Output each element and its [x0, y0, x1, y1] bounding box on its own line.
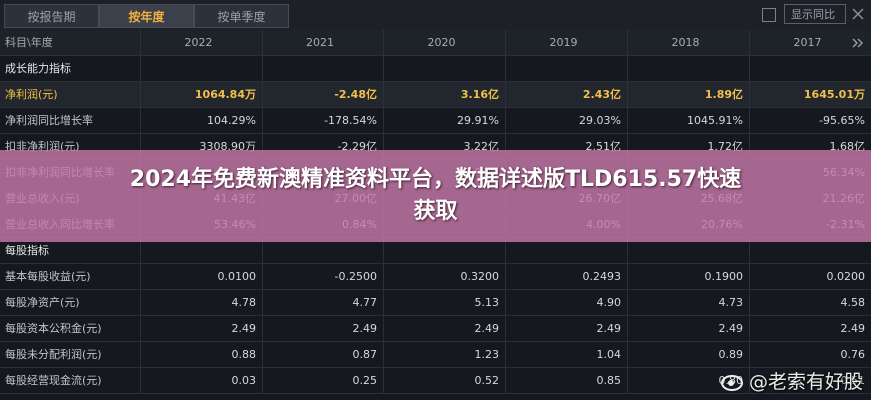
- row-label: 每股净资产(元): [5, 296, 80, 309]
- row-label: 成长能力指标: [5, 62, 71, 75]
- value-cell: 1.04: [505, 342, 627, 367]
- value-cell: 0.76: [749, 342, 871, 367]
- value-cell: 0.85: [505, 368, 627, 393]
- value-cell: 2.51亿: [505, 134, 627, 159]
- value-cell: 1064.84万: [140, 82, 262, 107]
- value-cell: 5.13: [383, 290, 505, 315]
- banner-text: 2024年免费新澳精准资料平台，数据详述版TLD615.57快速获取: [129, 167, 742, 224]
- section-row: 每股指标: [0, 238, 871, 264]
- weibo-logo: [720, 374, 743, 391]
- tab-bar: 显示同比 按报告期 按年度 按单季度: [0, 0, 871, 31]
- value-cell: 4.90: [505, 290, 627, 315]
- row-label: 扣非净利润(元): [5, 140, 80, 153]
- data-row: 每股未分配利润(元) 0.88 0.87 1.23 1.04 0.89 0.76: [0, 342, 871, 368]
- value-cell: -178.54%: [262, 108, 383, 133]
- watermark: @老索有好股: [720, 367, 863, 394]
- value-cell: 0.25: [262, 368, 383, 393]
- value-cell: 104.29%: [140, 108, 262, 133]
- data-row: 每股净资产(元) 4.78 4.77 5.13 4.90 4.73 4.58: [0, 290, 871, 316]
- watermark-text: @老索有好股: [748, 371, 863, 393]
- value-cell: 3.16亿: [383, 82, 505, 107]
- value-cell: -0.2500: [262, 264, 383, 289]
- empty-cell: [627, 56, 749, 81]
- data-row: 净利润(元) 1064.84万 -2.48亿 3.16亿 2.43亿 1.89亿 1645.…: [0, 82, 871, 108]
- value-cell: 0.51: [749, 368, 871, 393]
- value-cell: 1.23: [383, 342, 505, 367]
- empty-cell: [140, 56, 262, 81]
- value-cell: 4.58: [749, 290, 871, 315]
- value-cell: 2.49: [749, 316, 871, 341]
- tab[interactable]: 按年度: [99, 4, 194, 28]
- section-row: 成长能力指标: [0, 56, 871, 82]
- row-label: 每股资本公积金(元): [5, 322, 102, 335]
- empty-cell: [262, 238, 383, 263]
- value-cell: 2.49: [505, 316, 627, 341]
- value-cell: 2.43亿: [505, 82, 627, 107]
- row-label: 每股未分配利润(元): [5, 348, 102, 361]
- close-icon[interactable]: [850, 6, 866, 22]
- value-cell: 4.73: [627, 290, 749, 315]
- column-header: 2017: [749, 30, 871, 55]
- empty-cell: [749, 56, 871, 81]
- value-cell: 0.52: [383, 368, 505, 393]
- row-label: 净利润(元): [5, 88, 58, 101]
- value-cell: 0.0100: [140, 264, 262, 289]
- value-cell: 0.89: [627, 342, 749, 367]
- value-cell: 0.88: [140, 342, 262, 367]
- value-cell: 4.78: [140, 290, 262, 315]
- value-cell: 2.49: [383, 316, 505, 341]
- value-cell: 0.87: [262, 342, 383, 367]
- value-cell: -2.48亿: [262, 82, 383, 107]
- empty-cell: [383, 56, 505, 81]
- data-row: 净利润同比增长率 104.29% -178.54% 29.91% 29.03% 1045.…: [0, 108, 871, 134]
- value-cell: 3308.90万: [140, 134, 262, 159]
- header-row: 科目\年度 2022 2021 2020 2019 2018 2017: [0, 30, 871, 56]
- tab[interactable]: 按单季度: [194, 4, 289, 28]
- column-header: 科目\年度: [5, 36, 53, 49]
- data-row: 基本每股收益(元) 0.0100 -0.2500 0.3200 0.2493 0.1900…: [0, 264, 871, 290]
- value-cell: 1645.01万: [749, 82, 871, 107]
- column-header: 2022: [140, 30, 262, 55]
- checkbox[interactable]: [762, 8, 776, 22]
- value-cell: 0.1900: [627, 264, 749, 289]
- column-header: 2019: [505, 30, 627, 55]
- column-header: 2020: [383, 30, 505, 55]
- empty-cell: [383, 238, 505, 263]
- row-label: 基本每股收益(元): [5, 270, 91, 283]
- row-label: 每股指标: [5, 244, 49, 257]
- tab[interactable]: 按报告期: [4, 4, 99, 28]
- value-cell: 29.91%: [383, 108, 505, 133]
- value-cell: 1.72亿: [627, 134, 749, 159]
- empty-cell: [262, 56, 383, 81]
- checkbox-label[interactable]: 显示同比: [784, 4, 846, 24]
- empty-cell: [627, 238, 749, 263]
- value-cell: 2.49: [140, 316, 262, 341]
- value-cell: 3.22亿: [383, 134, 505, 159]
- value-cell: 0.3200: [383, 264, 505, 289]
- row-label: 每股经营现金流(元): [5, 374, 102, 387]
- value-cell: 1.68亿: [749, 134, 871, 159]
- column-header: 2021: [262, 30, 383, 55]
- value-cell: -95.65%: [749, 108, 871, 133]
- value-cell: 0.0200: [749, 264, 871, 289]
- empty-cell: [505, 56, 627, 81]
- overlay-banner: 2024年免费新澳精准资料平台，数据详述版TLD615.57快速获取: [0, 150, 871, 242]
- value-cell: -2.29亿: [262, 134, 383, 159]
- empty-cell: [505, 238, 627, 263]
- value-cell: 1.89亿: [627, 82, 749, 107]
- value-cell: 1045.91%: [627, 108, 749, 133]
- value-cell: 29.03%: [505, 108, 627, 133]
- column-header: 2018: [627, 30, 749, 55]
- value-cell: 0.03: [140, 368, 262, 393]
- expand-icon[interactable]: [851, 36, 865, 50]
- empty-cell: [749, 238, 871, 263]
- value-cell: 4.77: [262, 290, 383, 315]
- data-row: 每股资本公积金(元) 2.49 2.49 2.49 2.49 2.49 2.49: [0, 316, 871, 342]
- value-cell: 2.49: [262, 316, 383, 341]
- value-cell: 2.49: [627, 316, 749, 341]
- value-cell: 0.2493: [505, 264, 627, 289]
- row-label: 净利润同比增长率: [5, 114, 93, 127]
- empty-cell: [140, 238, 262, 263]
